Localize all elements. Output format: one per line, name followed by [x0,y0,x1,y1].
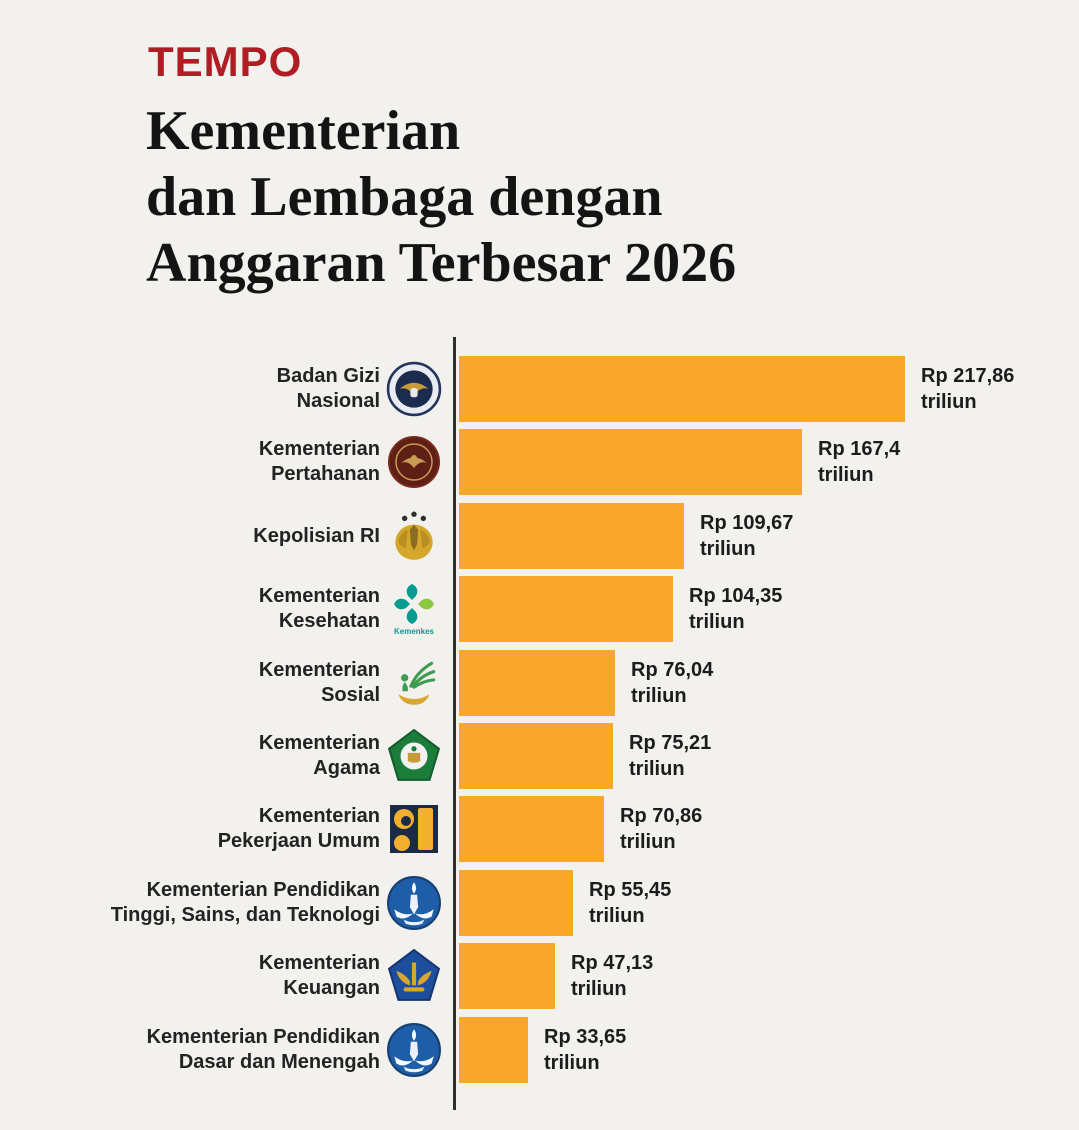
bar-row: Kementerian Pekerjaan Umum Rp 70,86 triliu… [0,796,1079,862]
category-label: Kementerian Keuangan [258,952,380,999]
value-label: Rp 70,86 triliun [620,805,703,853]
kementerian-agama-logo [386,723,442,789]
bar [459,356,905,422]
value-label: Rp 217,86 triliun [921,365,1015,413]
category-label: Kementerian Pertahanan [258,438,380,485]
axis-baseline [453,337,456,1110]
bar-row: Kementerian Agama Rp 75,21 triliun [0,723,1079,789]
kementerian-pekerjaan-umum-logo [386,796,442,862]
chart-title-line: Anggaran Terbesar 2026 [146,232,737,294]
kementerian-pendidikan-tinggi-logo [386,870,442,936]
bar [459,503,684,569]
category-label: Kementerian Kesehatan [258,585,380,632]
category-label: Kementerian Pendidikan Dasar dan Menengah [146,1026,380,1073]
logo-caption: Kemenkes [393,627,435,636]
bar-row: Kepolisian RI Rp 109,67 triliun [0,503,1079,569]
badan-gizi-nasional-logo [386,356,442,422]
value-label: Rp 167,4 triliun [818,438,901,486]
category-label: Kepolisian RI [253,524,380,547]
kementerian-pendidikan-dasar-logo [386,1017,442,1083]
bar [459,576,673,642]
bar [459,796,604,862]
value-label: Rp 55,45 triliun [589,879,672,927]
bar-row: Kementerian Pendidikan Dasar dan Menengah… [0,1017,1079,1083]
bar [459,943,555,1009]
chart-title: Kementerian dan Lembaga dengan Anggaran … [146,98,736,296]
tempo-logo: TEMPO [148,38,303,85]
category-label: Kementerian Pekerjaan Umum [217,805,380,852]
bar-row: Kementerian Pendidikan Tinggi, Sains, dan… [0,870,1079,936]
bar-row: Kementerian Keuangan Rp 47,13 triliun [0,943,1079,1009]
bar [459,870,573,936]
kementerian-sosial-logo [386,650,442,716]
bar-row: Kementerian Kesehatan Kemenkes Rp 104,35 t… [0,576,1079,642]
bar [459,723,613,789]
bar-row: Badan Gizi Nasional Rp 217,86 triliun [0,356,1079,422]
bar [459,429,802,495]
category-label: Kementerian Agama [258,732,380,779]
value-label: Rp 47,13 triliun [571,952,654,1000]
bar [459,650,615,716]
value-label: Rp 104,35 triliun [689,585,783,633]
category-label: Kementerian Sosial [258,659,380,706]
kepolisian-ri-logo [386,503,442,569]
category-label: Kementerian Pendidikan Tinggi, Sains, dan… [110,879,380,926]
value-label: Rp 75,21 triliun [629,732,712,780]
chart-title-line: dan Lembaga dengan [146,166,663,228]
bar-row: Kementerian Sosial Rp 76,04 triliun [0,650,1079,716]
kementerian-keuangan-logo [386,943,442,1009]
category-label: Badan Gizi Nasional [276,365,380,412]
kementerian-kesehatan-logo: Kemenkes [386,576,442,642]
value-label: Rp 109,67 triliun [700,512,794,560]
bar [459,1017,528,1083]
chart-title-line: Kementerian [146,100,461,162]
value-label: Rp 76,04 triliun [631,659,714,707]
bar-row: Kementerian Pertahanan Rp 167,4 triliun [0,429,1079,495]
value-label: Rp 33,65 triliun [544,1026,627,1074]
kementerian-pertahanan-logo [386,429,442,495]
